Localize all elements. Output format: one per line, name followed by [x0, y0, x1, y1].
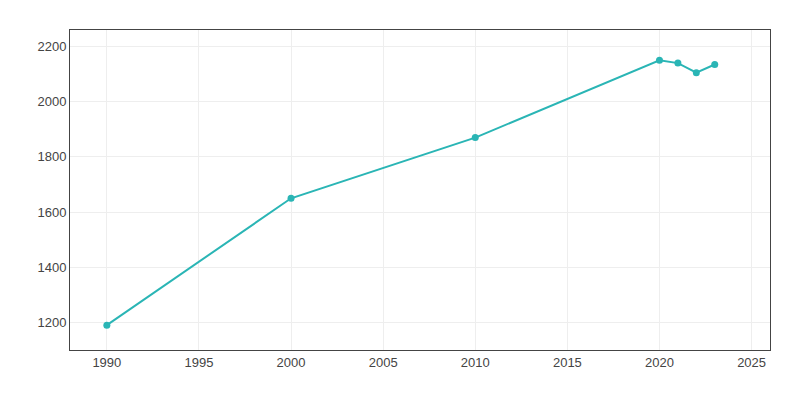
svg-text:1600: 1600 — [37, 205, 66, 220]
svg-text:2000: 2000 — [277, 355, 306, 370]
svg-text:1200: 1200 — [37, 315, 66, 330]
svg-text:2020: 2020 — [645, 355, 674, 370]
svg-text:1800: 1800 — [37, 149, 66, 164]
svg-text:2015: 2015 — [553, 355, 582, 370]
svg-text:1400: 1400 — [37, 260, 66, 275]
svg-text:1990: 1990 — [92, 355, 121, 370]
svg-text:1995: 1995 — [184, 355, 213, 370]
svg-text:2010: 2010 — [461, 355, 490, 370]
svg-text:2000: 2000 — [37, 94, 66, 109]
svg-text:2025: 2025 — [737, 355, 766, 370]
svg-text:2200: 2200 — [37, 39, 66, 54]
svg-text:2005: 2005 — [369, 355, 398, 370]
